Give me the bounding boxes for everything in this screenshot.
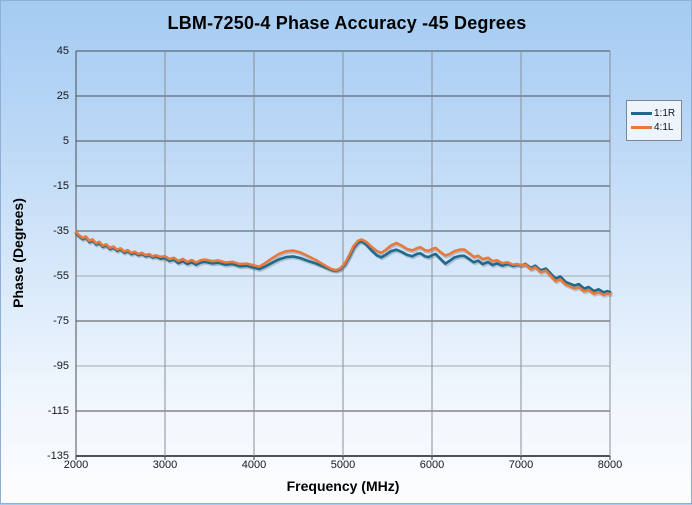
y-tick-label: -115	[47, 405, 69, 417]
x-tick-label: 7000	[508, 459, 534, 471]
y-tick-label: -75	[53, 315, 69, 327]
series-shadow-1:1R	[75, 232, 613, 296]
x-axis-title: Frequency (MHz)	[286, 478, 400, 494]
legend-item-1-1R: 1:1R	[631, 107, 677, 120]
y-tick-label: 45	[56, 45, 69, 57]
y-axis-title: Phase (Degrees)	[10, 198, 26, 308]
y-tick-label: -135	[46, 450, 69, 462]
y-tick-label: -55	[53, 270, 69, 282]
x-tick-label: 5000	[330, 459, 356, 471]
x-tick-label: 4000	[241, 459, 267, 471]
x-tick-label: 6000	[419, 459, 445, 471]
y-tick-label: -15	[53, 180, 69, 192]
legend: 1:1R 4:1L	[626, 100, 682, 141]
x-tick-label: 8000	[597, 459, 623, 471]
series-line-4:1L	[74, 230, 612, 297]
series-1-1R-line-swatch	[631, 112, 652, 115]
legend-item-4-1L: 4:1L	[631, 121, 677, 134]
y-tick-label: 25	[56, 90, 69, 102]
y-tick-label: -35	[53, 225, 69, 237]
x-tick-label: 2000	[63, 459, 89, 471]
series-4-1L-line-swatch	[631, 126, 652, 129]
legend-label-4-1L: 4:1L	[654, 122, 674, 133]
x-tick-label: 3000	[152, 459, 178, 471]
chart-title: LBM-7250-4 Phase Accuracy -45 Degrees	[167, 13, 527, 33]
y-tick-label: -95	[53, 360, 69, 372]
legend-label-1-1R: 1:1R	[654, 108, 676, 119]
y-tick-label: 5	[62, 135, 69, 147]
